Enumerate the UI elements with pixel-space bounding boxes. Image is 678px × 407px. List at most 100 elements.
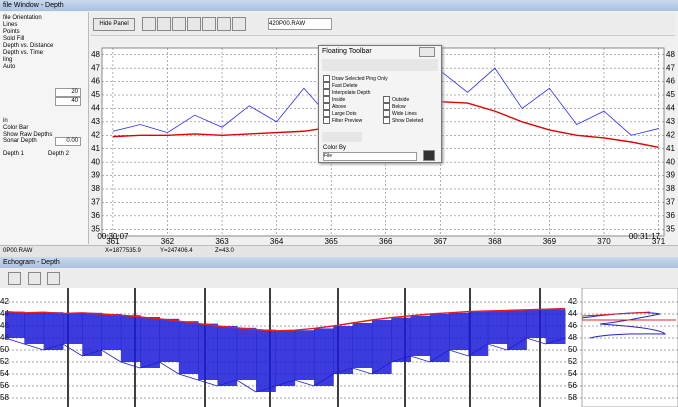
histogram-panel (581, 288, 678, 407)
option[interactable]: Interpolate Depth (323, 89, 370, 96)
echo-band (82, 312, 103, 356)
checkbox-label[interactable]: Depth 2 (48, 151, 70, 157)
checkbox[interactable] (323, 117, 330, 124)
tool-icon[interactable] (217, 17, 231, 31)
tool-icon[interactable] (187, 17, 201, 31)
echo-band (140, 317, 160, 368)
y-tick-label: 44 (666, 104, 675, 113)
option-label: Filter Preview (332, 117, 363, 124)
option-label: Below (392, 103, 406, 110)
echo-band (526, 309, 547, 338)
toolbar (0, 268, 678, 288)
checkbox[interactable] (323, 96, 330, 103)
checkbox[interactable] (323, 103, 330, 110)
tool-icon[interactable] (47, 272, 60, 285)
y-tick-label: 54 (568, 369, 577, 378)
y-tick-label: 43 (666, 117, 675, 126)
option[interactable]: Fast Delete (323, 82, 358, 89)
checkbox[interactable] (323, 110, 330, 117)
x-tick-label: 364 (270, 237, 284, 245)
number-field[interactable]: 0.00 (55, 137, 81, 146)
tool-row (322, 132, 362, 142)
option-label: Inside (332, 96, 346, 103)
echo-band (217, 326, 238, 386)
tool-icon[interactable] (202, 17, 216, 31)
tool-icon[interactable] (8, 272, 21, 285)
x-tick-label: 369 (543, 237, 557, 245)
x-tick-label: 361 (106, 237, 120, 245)
option[interactable]: Inside (323, 96, 345, 103)
tool-icon[interactable] (28, 272, 41, 285)
checkbox[interactable] (383, 103, 390, 110)
option[interactable]: Outside (383, 96, 409, 103)
depth-line (4, 307, 566, 332)
tool-icon[interactable] (172, 17, 186, 31)
checkbox[interactable] (383, 96, 390, 103)
tool-icon[interactable] (157, 17, 171, 31)
status-bar: 0P00.RAW X=1877535.9 Y=247406.4 Z=43.0 (0, 245, 678, 257)
window-title: Echogram - Depth (3, 259, 60, 266)
y-tick-label: 36 (666, 211, 675, 220)
panel-label: Sonar Depth (3, 138, 37, 144)
hide-panel-button[interactable]: Hide Panel (93, 18, 135, 31)
tool-icon[interactable] (232, 17, 246, 31)
y-tick-label: 37 (666, 198, 675, 207)
number-field[interactable]: 40 (55, 97, 81, 106)
tool-row (322, 59, 438, 71)
option[interactable]: Above (323, 103, 346, 110)
checkbox[interactable] (323, 75, 330, 82)
option-label: Show Deleted (392, 117, 424, 124)
y-tick-label: 48 (0, 333, 9, 342)
y-tick-label: 46 (568, 321, 577, 330)
y-tick-label: 44 (568, 309, 577, 318)
time-label: 00:30:07 (97, 232, 129, 241)
echo-band (371, 320, 392, 374)
option[interactable]: Draw Selected Ping Only (323, 75, 388, 82)
option[interactable]: Show Deleted (383, 117, 423, 124)
echo-band (198, 323, 218, 380)
panel-label: ling (3, 57, 13, 63)
file-field[interactable]: 420P00.RAW (268, 18, 332, 30)
status-text: 0P00.RAW (3, 248, 33, 254)
checkbox[interactable] (383, 110, 390, 117)
x-tick-label: 365 (324, 237, 338, 245)
echo-band (43, 312, 64, 350)
color-button[interactable] (423, 150, 435, 161)
echo-band (487, 311, 508, 344)
y-tick-label: 36 (91, 211, 100, 220)
echo-band (159, 318, 180, 362)
y-tick-label: 42 (568, 297, 577, 306)
option-label: Large Dots (332, 110, 357, 117)
echo-band (545, 309, 566, 344)
checkbox[interactable] (383, 117, 390, 124)
checkbox[interactable] (323, 89, 330, 96)
option[interactable]: Filter Preview (323, 117, 362, 124)
y-tick-label: 35 (666, 224, 675, 233)
checkbox[interactable] (323, 82, 330, 89)
tool-icon[interactable] (142, 17, 156, 31)
floating-title: Floating Toolbar (322, 48, 372, 55)
y-tick-label: 48 (568, 333, 577, 342)
title-bar: Echogram - Depth (0, 257, 678, 268)
echo-band (410, 315, 431, 356)
option[interactable]: Wide Lines (383, 110, 417, 117)
echo-band (294, 330, 315, 380)
x-tick-label: 371 (652, 237, 666, 245)
option[interactable]: Below (383, 103, 406, 110)
option[interactable]: Large Dots (323, 110, 356, 117)
y-tick-label: 44 (91, 104, 100, 113)
x-tick-label: 363 (215, 237, 229, 245)
y-tick-label: 38 (666, 184, 675, 193)
y-tick-label: 52 (568, 357, 577, 366)
echo-band (178, 321, 199, 374)
status-text: Z=43.0 (215, 248, 234, 254)
y-tick-label: 42 (0, 297, 9, 306)
number-field[interactable]: 20 (55, 88, 81, 97)
close-button[interactable] (419, 47, 435, 57)
y-tick-label: 54 (0, 369, 9, 378)
panel-label: Lines (3, 22, 18, 28)
y-tick-label: 41 (666, 144, 675, 153)
color-select[interactable]: File (323, 152, 417, 161)
y-tick-label: 46 (666, 77, 675, 86)
